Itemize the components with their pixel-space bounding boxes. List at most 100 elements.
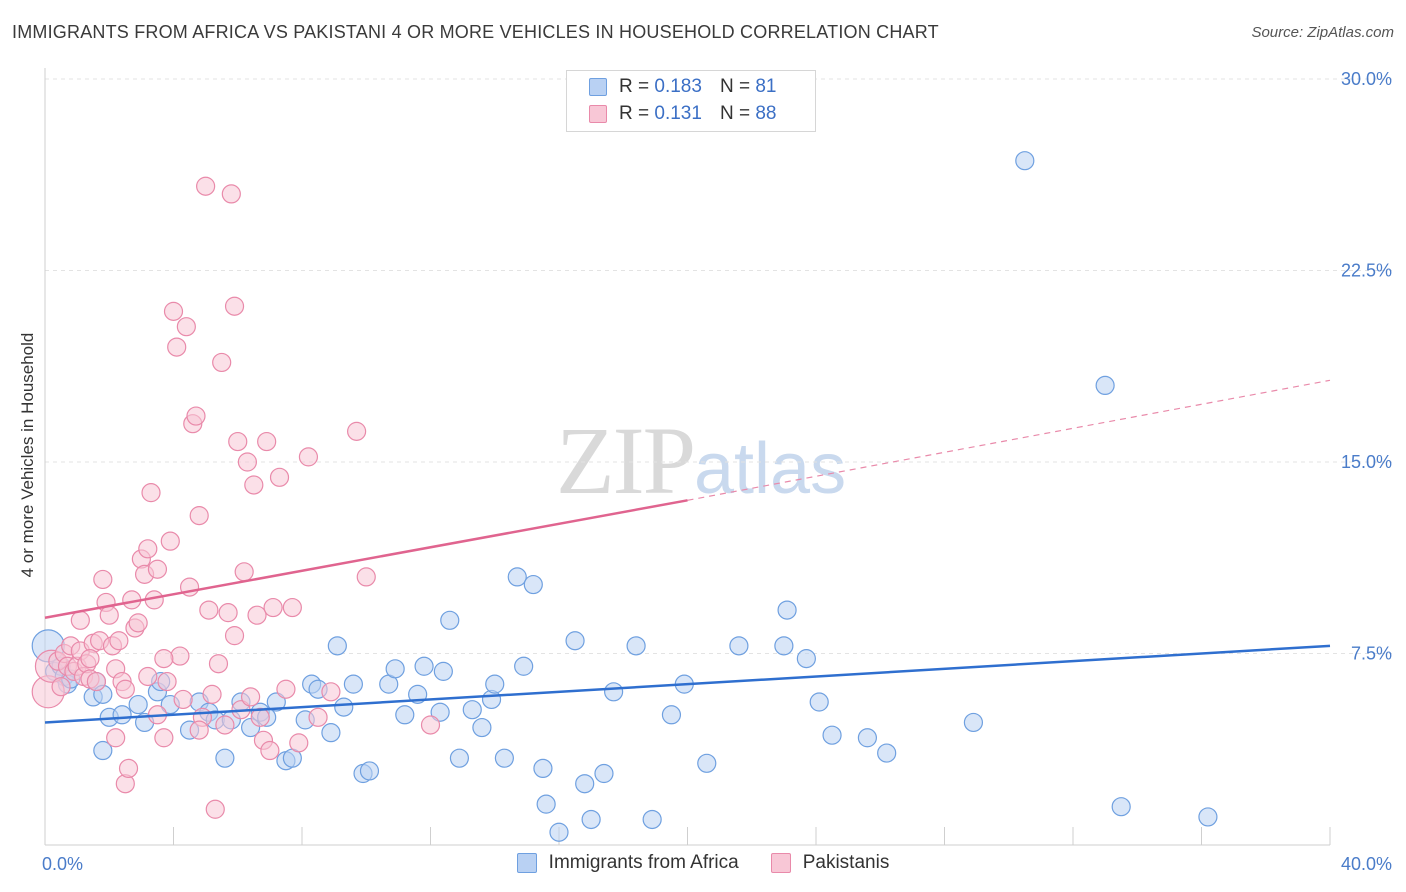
africa-point bbox=[215, 748, 235, 768]
africa-point bbox=[1198, 807, 1218, 827]
legend-row-pakistanis: R = 0.131 N = 88 bbox=[589, 101, 776, 127]
africa-trend-line bbox=[44, 644, 1331, 724]
pakistani-point bbox=[189, 720, 209, 740]
pakistani-point bbox=[160, 531, 180, 551]
pakistani-point bbox=[250, 707, 270, 727]
africa-point bbox=[359, 761, 380, 781]
africa-point bbox=[575, 774, 595, 794]
pakistani-point bbox=[138, 666, 158, 687]
africa-point bbox=[327, 636, 347, 656]
series-legend: Immigrants from Africa Pakistanis bbox=[0, 852, 1406, 874]
pakistani-point bbox=[141, 483, 161, 503]
africa-point bbox=[430, 702, 450, 722]
legend-r-label: R = bbox=[619, 103, 650, 124]
pakistani-point bbox=[224, 296, 245, 316]
trend-lines bbox=[44, 379, 1331, 724]
y-tick-label: 7.5% bbox=[1351, 644, 1392, 664]
pakistani-point bbox=[221, 184, 241, 204]
watermark-zip: ZIP bbox=[556, 407, 696, 514]
pakistani-point bbox=[196, 176, 216, 196]
africa-point bbox=[809, 692, 829, 712]
africa-point bbox=[963, 712, 984, 733]
pakistani-point bbox=[237, 452, 257, 472]
pakistani-point bbox=[205, 799, 225, 819]
pakistani-point bbox=[51, 677, 71, 697]
africa-point bbox=[321, 723, 341, 743]
pakistani-point bbox=[269, 467, 290, 487]
x-tick-label: 0.0% bbox=[42, 854, 83, 874]
pakistani-point bbox=[224, 626, 245, 646]
y-tick-label: 22.5% bbox=[1341, 261, 1392, 281]
pakistani-point bbox=[189, 506, 209, 526]
africa-point bbox=[549, 822, 569, 842]
tick-labels: 7.5% 15.0% 22.5% 30.0% 0.0% 40.0% bbox=[42, 69, 1392, 874]
series-legend-item-africa[interactable]: Immigrants from Africa bbox=[516, 852, 739, 874]
africa-point bbox=[112, 705, 132, 725]
pakistani-point bbox=[186, 406, 206, 426]
pakistani-point bbox=[118, 758, 139, 779]
africa-point bbox=[414, 656, 434, 676]
series-swatch-pakistanis bbox=[770, 853, 791, 873]
africa-point bbox=[472, 717, 492, 738]
pakistani-point bbox=[176, 317, 196, 337]
africa-point bbox=[581, 809, 601, 830]
africa-point bbox=[395, 705, 415, 725]
pakistani-point bbox=[202, 684, 222, 704]
africa-point bbox=[433, 661, 453, 681]
pakistani-point bbox=[298, 447, 319, 467]
pakistani-point bbox=[154, 649, 174, 669]
africa-point bbox=[494, 748, 514, 768]
pakistani-point bbox=[218, 603, 238, 623]
pakistani-point bbox=[154, 728, 174, 748]
pakistani-point bbox=[157, 671, 177, 692]
africa-point bbox=[565, 631, 585, 651]
africa-point bbox=[440, 610, 460, 630]
africa-point bbox=[514, 656, 534, 676]
pakistani-point bbox=[80, 649, 100, 669]
chart-title: IMMIGRANTS FROM AFRICA VS PAKISTANI 4 OR… bbox=[12, 22, 939, 42]
africa-point bbox=[594, 763, 614, 784]
pakistani-point bbox=[215, 715, 235, 735]
pakistani-point bbox=[170, 646, 190, 666]
africa-point bbox=[729, 636, 749, 656]
africa-point bbox=[877, 743, 897, 763]
africa-point bbox=[642, 809, 662, 830]
pakistani-point bbox=[86, 671, 107, 692]
pakistani-point bbox=[167, 337, 187, 357]
africa-point bbox=[334, 697, 354, 717]
pakistani-point bbox=[234, 562, 254, 582]
series-legend-item-pakistanis[interactable]: Pakistanis bbox=[770, 852, 890, 874]
pakistani-point bbox=[282, 597, 302, 618]
legend-n-label: N = bbox=[719, 76, 751, 97]
pakistani-point bbox=[208, 654, 229, 674]
pakistani-point bbox=[257, 431, 277, 452]
pakistani-trend-line bbox=[44, 499, 688, 619]
pakistani-point bbox=[308, 707, 328, 727]
pakistani-point bbox=[276, 679, 296, 699]
correlation-legend: R = 0.183 N = 81 R = 0.131 N = 88 bbox=[566, 70, 816, 132]
africa-point bbox=[385, 659, 405, 679]
africa-point bbox=[343, 674, 363, 694]
legend-swatch-pakistanis bbox=[589, 105, 607, 123]
series-name-pakistanis: Pakistanis bbox=[802, 852, 890, 873]
africa-point bbox=[523, 574, 543, 595]
legend-swatch-africa bbox=[589, 78, 607, 96]
africa-point bbox=[822, 725, 842, 745]
pakistani-point bbox=[260, 740, 280, 761]
pakistani-point bbox=[109, 631, 129, 651]
pakistani-point bbox=[241, 687, 261, 707]
pakistani-point bbox=[247, 605, 267, 625]
axes bbox=[44, 68, 1331, 846]
pakistani-point bbox=[356, 567, 376, 587]
pakistani-point bbox=[70, 610, 90, 630]
y-tick-label: 30.0% bbox=[1341, 69, 1392, 89]
pakistani-point bbox=[212, 352, 232, 373]
chart-source: Source: ZipAtlas.com bbox=[1251, 24, 1394, 41]
legend-r-value: 0.131 bbox=[654, 103, 702, 124]
pakistani-point bbox=[420, 715, 441, 735]
africa-point bbox=[485, 674, 505, 694]
africa-point bbox=[697, 753, 717, 773]
legend-n-value: 88 bbox=[755, 103, 777, 124]
watermark: ZIPatlas bbox=[556, 405, 846, 516]
